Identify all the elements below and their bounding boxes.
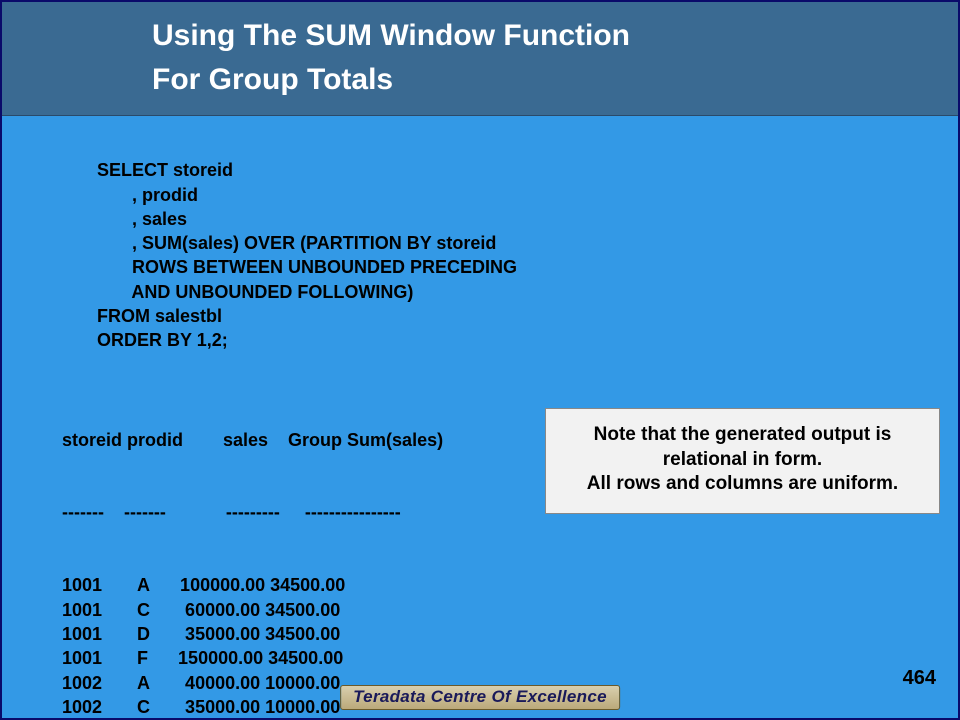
note-line: relational in form. xyxy=(663,449,822,470)
footer-logo: Teradata Centre Of Excellence xyxy=(340,685,620,710)
sql-text: ROWS BETWEEN UNBOUNDED PRECEDING xyxy=(132,257,517,277)
result-row: 1001 F 150000.00 34500.00 xyxy=(62,646,958,670)
sql-line: FROM salestbl xyxy=(62,306,222,326)
sql-line: , prodid xyxy=(62,185,198,205)
slide-title: Using The SUM Window Function For Group … xyxy=(152,14,958,101)
sql-block: SELECT storeid , prodid , sales , SUM(sa… xyxy=(62,134,958,377)
sql-line: ROWS BETWEEN UNBOUNDED PRECEDING xyxy=(62,257,517,277)
note-callout: Note that the generated output is relati… xyxy=(545,408,940,514)
sql-text: , prodid xyxy=(132,185,198,205)
note-line: All rows and columns are uniform. xyxy=(587,473,898,494)
sql-line: SELECT storeid xyxy=(62,160,233,180)
result-row: 1001 C 60000.00 34500.00 xyxy=(62,598,958,622)
result-row: 1001 A 100000.00 34500.00 xyxy=(62,573,958,597)
note-line: Note that the generated output is xyxy=(594,424,892,445)
sql-line: , SUM(sales) OVER (PARTITION BY storeid xyxy=(62,233,496,253)
sql-line: ORDER BY 1,2; xyxy=(62,330,228,350)
sql-text: , SUM(sales) OVER (PARTITION BY storeid xyxy=(132,233,496,253)
sql-line: AND UNBOUNDED FOLLOWING) xyxy=(62,282,413,302)
sql-text: ORDER BY 1,2; xyxy=(97,330,228,350)
sql-text: SELECT storeid xyxy=(97,160,233,180)
page-number: 464 xyxy=(903,667,936,690)
slide-header: Using The SUM Window Function For Group … xyxy=(2,2,958,116)
title-line-2: For Group Totals xyxy=(152,63,393,96)
sql-text: , sales xyxy=(132,209,187,229)
sql-text: FROM salestbl xyxy=(97,306,222,326)
sql-text: AND UNBOUNDED FOLLOWING) xyxy=(131,282,413,302)
title-line-1: Using The SUM Window Function xyxy=(152,19,630,52)
slide-content: SELECT storeid , prodid , sales , SUM(sa… xyxy=(2,116,958,720)
sql-line: , sales xyxy=(62,209,187,229)
result-row: 1001 D 35000.00 34500.00 xyxy=(62,622,958,646)
